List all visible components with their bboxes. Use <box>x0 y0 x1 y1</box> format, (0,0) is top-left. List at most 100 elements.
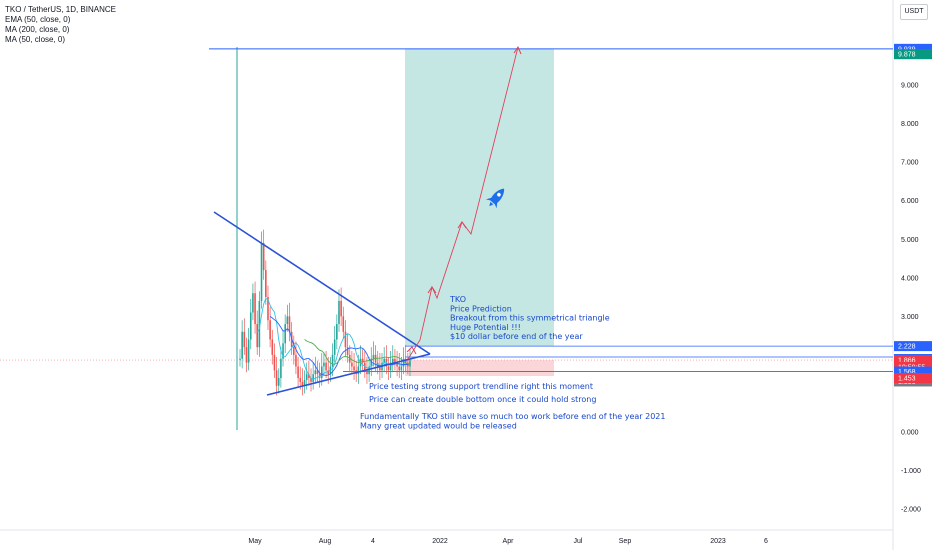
candle-body <box>323 362 325 367</box>
x-tick-label: 2022 <box>432 538 448 545</box>
y-tick-label: 5.000 <box>901 237 919 244</box>
candle-body <box>361 358 364 363</box>
projection-path[interactable] <box>407 46 519 360</box>
candle-body <box>391 358 394 363</box>
x-tick-label: Apr <box>503 538 515 545</box>
candle-body <box>269 320 271 340</box>
support-note: Price testing strong support trendline r… <box>369 382 593 391</box>
price-tag-label: 2.228 <box>898 344 916 351</box>
candle-body <box>277 378 280 386</box>
ma200-line[interactable] <box>304 339 411 365</box>
double-bottom-note: Price can create double bottom once it c… <box>369 395 596 404</box>
y-tick-label: 0.000 <box>901 430 919 437</box>
x-tick-label: Aug <box>319 538 332 545</box>
projection-arrowhead <box>427 286 437 294</box>
candle-body <box>245 347 248 363</box>
candle-body <box>258 300 261 348</box>
candle-body <box>299 378 302 382</box>
candle-body <box>336 324 338 340</box>
candle-body <box>389 362 392 371</box>
candle-body <box>282 343 284 359</box>
y-tick-label: 4.000 <box>901 275 919 282</box>
ascending-trendline[interactable] <box>266 353 431 396</box>
candle-body <box>249 312 252 340</box>
candle-body <box>275 370 278 386</box>
candle-body <box>396 362 398 367</box>
candle-body <box>308 374 310 379</box>
prediction-note-line: $10 dollar before end of the year <box>450 332 583 341</box>
candle-body <box>320 366 323 379</box>
y-tick-label: 3.000 <box>901 314 919 321</box>
candle-body <box>254 293 256 325</box>
price-tag[interactable] <box>894 366 932 377</box>
projection-arrowhead <box>406 346 417 355</box>
descending-trendline[interactable] <box>213 211 431 355</box>
currency-button[interactable]: USDT <box>900 4 928 20</box>
candle-body <box>346 347 349 355</box>
symbol-title[interactable]: TKO / TetherUS, 1D, BINANCE <box>5 5 116 14</box>
x-tick-label: Sep <box>619 538 632 545</box>
candle-body <box>387 366 390 371</box>
price-tag[interactable] <box>894 341 932 352</box>
price-tag[interactable] <box>894 372 932 383</box>
candle-body <box>316 370 319 375</box>
indicator-ema[interactable]: EMA (50, close, 0) <box>5 15 71 24</box>
candle-body <box>368 366 370 375</box>
candle-body <box>265 270 267 298</box>
candle-body <box>327 370 330 375</box>
candle-body <box>366 370 368 375</box>
candle-body <box>402 358 405 367</box>
candle-body <box>271 339 274 355</box>
y-tick-label: 9.000 <box>901 83 919 90</box>
candle-body <box>312 374 314 382</box>
price-tag-label: 1.453 <box>898 375 916 382</box>
ema-line[interactable] <box>256 297 411 380</box>
price-tag[interactable] <box>894 355 932 366</box>
y-tick-label: 6.000 <box>901 198 919 205</box>
candle-body <box>398 366 401 371</box>
fundamental-note-line: Fundamentally TKO still have so much too… <box>360 412 665 421</box>
candle-body <box>284 324 286 344</box>
candle-body <box>340 300 342 317</box>
price-tag[interactable] <box>894 43 932 54</box>
candle-body <box>409 360 411 367</box>
price-tag[interactable] <box>894 49 932 60</box>
candle-body <box>286 316 289 325</box>
y-tick-label: -2.000 <box>901 507 921 514</box>
candle-body <box>353 366 355 371</box>
x-tick-label: Jul <box>574 538 583 545</box>
candle-body <box>262 243 265 271</box>
projection-arrowhead <box>457 221 467 229</box>
target-zone[interactable] <box>405 48 554 347</box>
candle-body <box>372 354 375 359</box>
candle-body <box>243 331 246 348</box>
candle-body <box>288 316 291 332</box>
candle-body <box>400 366 403 371</box>
x-tick-label: 2023 <box>710 538 726 545</box>
candle-body <box>273 354 276 371</box>
prediction-note-line: Price Prediction <box>450 304 512 313</box>
candle-body <box>256 324 259 348</box>
prediction-note-line: Breakout from this symmetrical triangle <box>450 314 610 323</box>
stop-zone[interactable] <box>405 360 554 376</box>
y-tick-label: -1.000 <box>901 468 921 475</box>
candle-body <box>351 362 353 367</box>
candle-body <box>383 358 385 363</box>
price-tag-label: 9.878 <box>898 52 916 59</box>
candle-body <box>241 331 243 359</box>
candle-body <box>325 362 327 371</box>
price-tag-label: 1.568 <box>898 369 916 376</box>
indicator-ma200[interactable]: MA (200, close, 0) <box>5 25 70 34</box>
prediction-note-line: Huge Potential !!! <box>450 323 521 332</box>
candle-body <box>338 300 340 325</box>
candle-body <box>295 354 297 367</box>
indicator-ma50[interactable]: MA (50, close, 0) <box>5 35 66 44</box>
rocket-icon <box>485 188 505 209</box>
candle-body <box>379 366 381 371</box>
currency-label: USDT <box>904 8 924 15</box>
y-tick-label: 7.000 <box>901 160 919 167</box>
candle-body <box>297 366 299 379</box>
candle-body <box>303 379 306 386</box>
